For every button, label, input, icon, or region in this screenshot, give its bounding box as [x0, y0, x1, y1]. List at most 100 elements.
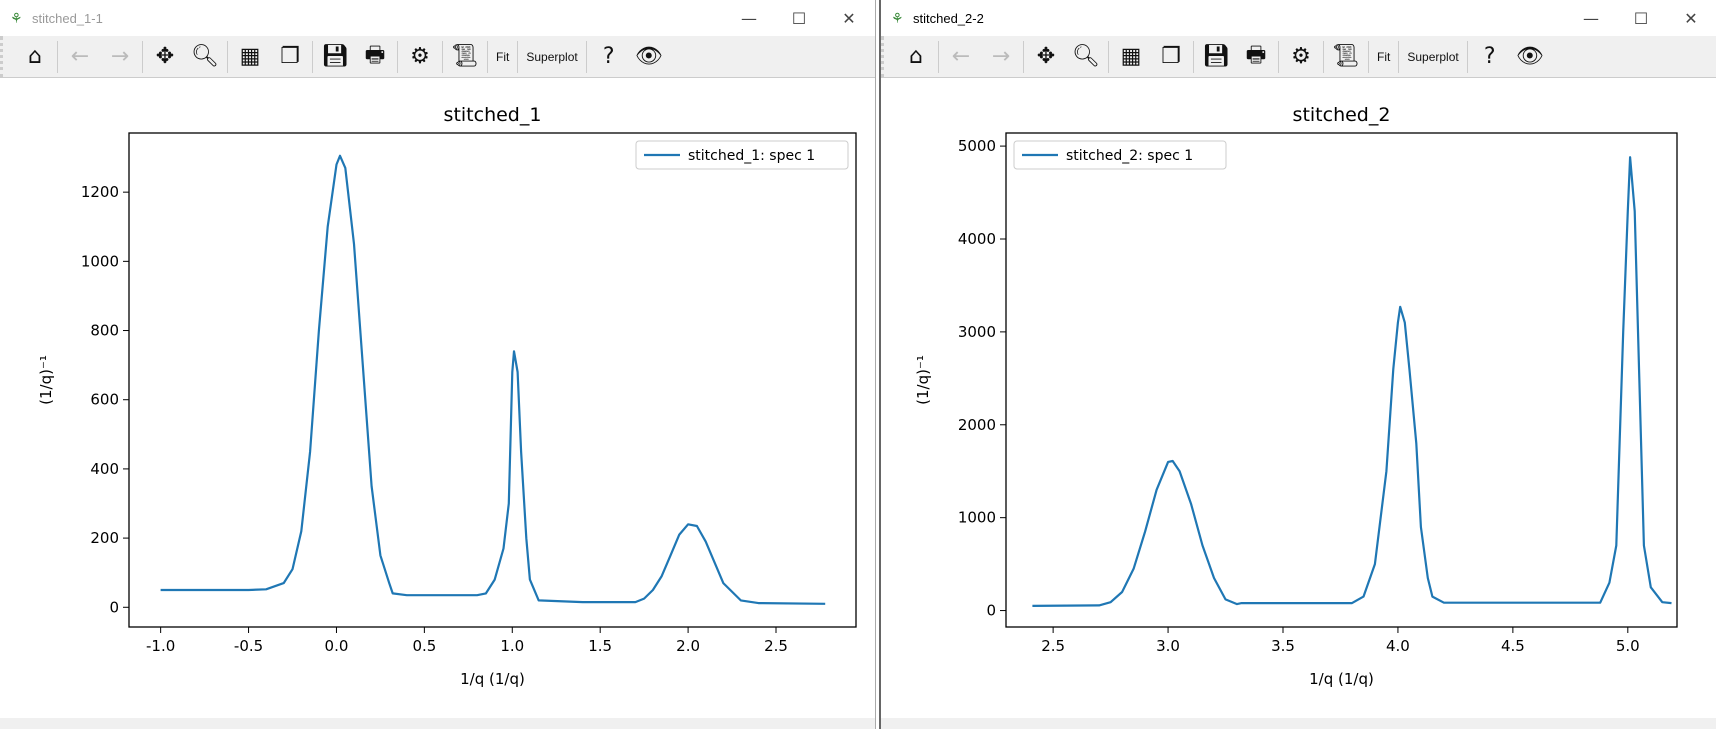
- title-bar: ⚘ stitched_2-2: [881, 0, 1716, 36]
- home-icon[interactable]: ⌂: [28, 44, 42, 69]
- y-tick-label: 5000: [958, 137, 996, 155]
- save-icon[interactable]: 💾︎: [1202, 44, 1230, 69]
- chart-title: stitched_1: [444, 104, 542, 126]
- y-tick-label: 400: [90, 460, 119, 478]
- window-title: stitched_1-1: [32, 10, 103, 26]
- x-tick-label: 3.5: [1271, 637, 1295, 655]
- settings-gear-icon[interactable]: ⚙: [410, 44, 430, 69]
- home-icon[interactable]: ⌂: [909, 44, 923, 69]
- x-axis-label: 1/q (1/q): [460, 670, 525, 688]
- fit-button[interactable]: Fit: [1377, 49, 1391, 64]
- y-tick-label: 1200: [81, 183, 119, 201]
- y-tick-label: 1000: [81, 252, 119, 270]
- x-tick-label: 0.5: [412, 637, 436, 655]
- close-button[interactable]: ✕: [1684, 8, 1698, 28]
- close-button[interactable]: ✕: [842, 8, 856, 28]
- y-tick-label: 0: [986, 602, 996, 620]
- x-tick-label: -0.5: [234, 637, 263, 655]
- y-tick-label: 1000: [958, 509, 996, 527]
- y-axis-label: (1/q)⁻¹: [37, 355, 55, 405]
- settings-gear-icon[interactable]: ⚙: [1291, 44, 1311, 69]
- plot-toolbar: ⌂ ← → ✥ 🔍︎ ▦ ❐ 💾︎ 🖶 ⚙ 📜︎ Fit Superplot? 👁︎: [0, 36, 875, 78]
- copy-icon[interactable]: ❐: [1161, 44, 1181, 69]
- print-icon[interactable]: 🖶: [1245, 42, 1267, 68]
- plot-frame: [128, 132, 857, 628]
- copy-icon[interactable]: ❐: [280, 44, 300, 69]
- toolbar-separator: [442, 40, 443, 73]
- legend-label: stitched_1: spec 1: [688, 148, 815, 164]
- toolbar-separator: [487, 40, 488, 73]
- toolbar-separator: [142, 40, 143, 73]
- minimize-button[interactable]: —: [1583, 8, 1599, 28]
- eye-icon[interactable]: 👁︎: [1515, 44, 1544, 69]
- chart: 2.5 3.0 3.5 4.0 4.5 5.0 0 1000 2000 3000 4000 5000 s…: [914, 104, 1678, 688]
- legend: stitched_1: spec 1: [635, 140, 849, 170]
- x-tick-label: 2.5: [764, 637, 788, 655]
- y-tick-label: 600: [90, 391, 119, 409]
- back-arrow-icon[interactable]: ←: [951, 44, 971, 69]
- eye-icon[interactable]: 👁︎: [634, 44, 663, 69]
- save-icon[interactable]: 💾︎: [321, 44, 349, 69]
- plot-window-2: ⚘ stitched_2-2 — ☐ ✕ ⌂ ← → ✥ 🔍︎ ▦ ❐ 💾︎ 🖶 ⚙ 📜︎ Fit Su…: [879, 0, 1716, 729]
- toolbar-separator: [1108, 40, 1109, 73]
- minimize-button[interactable]: —: [741, 8, 757, 28]
- toolbar-separator: [227, 40, 228, 73]
- help-icon[interactable]: ?: [1483, 44, 1496, 69]
- window-title: stitched_2-2: [913, 10, 984, 26]
- toolbar-separator: [1368, 40, 1369, 73]
- x-tick-label: 1.5: [588, 637, 612, 655]
- app-logo-icon: ⚘: [891, 10, 904, 26]
- toolbar-separator: [1023, 40, 1024, 73]
- status-bar: [0, 718, 875, 729]
- x-tick-label: 3.0: [1156, 637, 1180, 655]
- grid-icon[interactable]: ▦: [239, 44, 261, 69]
- zoom-icon[interactable]: 🔍︎: [191, 44, 219, 69]
- x-tick-label: 4.0: [1386, 637, 1410, 655]
- superplot-button[interactable]: Superplot: [526, 49, 578, 64]
- toolbar-separator: [1278, 40, 1279, 73]
- script-dropdown-icon[interactable]: 📜︎: [1332, 44, 1360, 69]
- x-tick-label: 5.0: [1616, 637, 1640, 655]
- chart: -1.0 -0.5 0.0 0.5 1.0 1.5 2.0 2.5 0 200 400 600 800 1…: [37, 104, 857, 688]
- toolbar-separator: [1323, 40, 1324, 73]
- toolbar-separator: [1466, 40, 1468, 73]
- pan-icon[interactable]: ✥: [1036, 44, 1056, 69]
- toolbar-separator: [517, 40, 519, 73]
- plot-toolbar: ⌂ ← → ✥ 🔍︎ ▦ ❐ 💾︎ 🖶 ⚙ 📜︎ Fit Superplot? 👁︎: [881, 36, 1716, 78]
- series-line: [160, 154, 826, 605]
- plot-window-1: ⚘ stitched_1-1 — ☐ ✕ ⌂ ← → ✥ 🔍︎ ▦ ❐ 💾︎ 🖶 ⚙ 📜︎ Fit Su…: [0, 0, 876, 729]
- y-tick-label: 200: [90, 529, 119, 547]
- toolbar-separator: [397, 40, 398, 73]
- back-arrow-icon[interactable]: ←: [70, 44, 90, 69]
- x-tick-label: 1.0: [500, 637, 524, 655]
- script-dropdown-icon[interactable]: 📜︎: [451, 44, 479, 69]
- legend: stitched_2: spec 1: [1013, 140, 1227, 170]
- pan-icon[interactable]: ✥: [155, 44, 175, 69]
- x-axis-label: 1/q (1/q): [1309, 670, 1374, 688]
- maximize-button[interactable]: ☐: [1633, 8, 1649, 28]
- zoom-icon[interactable]: 🔍︎: [1072, 44, 1100, 69]
- y-tick-label: 0: [109, 598, 119, 616]
- x-tick-label: -1.0: [146, 637, 175, 655]
- superplot-button[interactable]: Superplot: [1407, 49, 1459, 64]
- maximize-button[interactable]: ☐: [791, 8, 807, 28]
- plot-frame: [1005, 132, 1678, 628]
- x-tick-label: 2.0: [676, 637, 700, 655]
- app-logo-icon: ⚘: [10, 10, 23, 26]
- x-tick-label: 4.5: [1501, 637, 1525, 655]
- legend-label: stitched_2: spec 1: [1066, 148, 1193, 164]
- fit-button[interactable]: Fit: [496, 49, 510, 64]
- forward-arrow-icon[interactable]: →: [991, 44, 1011, 69]
- x-tick-label: 0.0: [325, 637, 349, 655]
- toolbar-separator: [312, 40, 313, 73]
- y-axis-label: (1/q)⁻¹: [914, 355, 932, 405]
- forward-arrow-icon[interactable]: →: [110, 44, 130, 69]
- toolbar-separator: [57, 40, 58, 73]
- print-icon[interactable]: 🖶: [364, 42, 386, 68]
- help-icon[interactable]: ?: [602, 44, 615, 69]
- y-tick-label: 4000: [958, 230, 996, 248]
- toolbar-separator: [585, 40, 587, 73]
- grid-icon[interactable]: ▦: [1120, 44, 1142, 69]
- x-tick-label: 2.5: [1041, 637, 1065, 655]
- chart-title: stitched_2: [1293, 104, 1391, 126]
